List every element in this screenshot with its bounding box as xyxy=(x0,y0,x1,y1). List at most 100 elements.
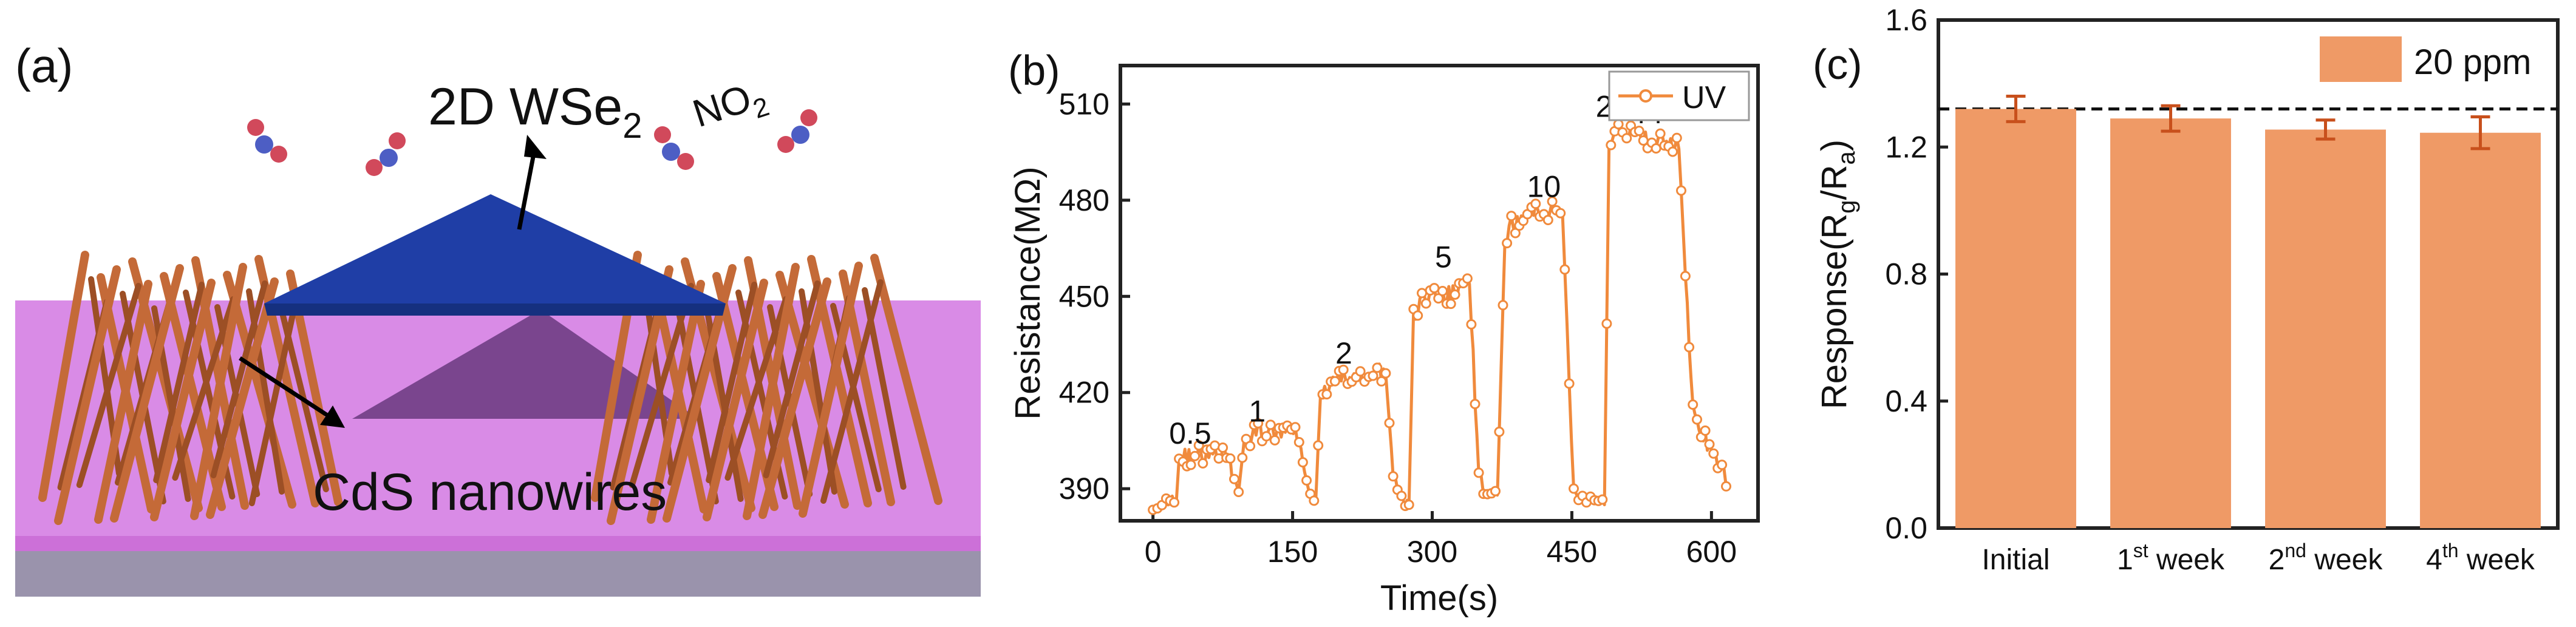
data-point xyxy=(1265,419,1276,430)
nanowire-right-wire xyxy=(870,254,942,505)
data-point xyxy=(1237,452,1248,463)
data-point xyxy=(1290,422,1301,433)
data-point xyxy=(1684,342,1695,353)
data-point xyxy=(1502,238,1513,249)
bar-4th-week xyxy=(2420,132,2541,529)
data-point xyxy=(1717,459,1728,470)
concentration-annotation: 5 xyxy=(1435,240,1452,274)
nitrogen-atom xyxy=(791,126,809,144)
nanowire-right-wire xyxy=(706,282,757,483)
data-point xyxy=(1721,481,1731,492)
concentration-annotation: 10 xyxy=(1527,170,1561,204)
panel-c-bars xyxy=(1955,95,2541,529)
no2-molecule xyxy=(777,109,817,153)
data-point xyxy=(1372,362,1383,373)
data-point xyxy=(1245,441,1256,452)
nanowire-right-wire xyxy=(724,296,789,481)
data-point xyxy=(1490,486,1501,497)
data-point xyxy=(1384,418,1395,429)
oxygen-atom xyxy=(654,126,671,143)
wse2-flake-edge xyxy=(264,303,726,316)
nanowire-left-wire xyxy=(153,282,205,483)
substrate-front xyxy=(15,534,981,551)
no2-molecule xyxy=(654,126,694,170)
cds-label: CdS nanowires xyxy=(313,463,667,521)
panel-b-plot-frame xyxy=(1119,64,1760,523)
nanowires-right xyxy=(591,251,942,525)
data-point xyxy=(1313,440,1324,451)
panel-c-ticks: 0.0 0.4 0.8 1.2 1.6 xyxy=(1885,3,2482,545)
data-point xyxy=(1225,453,1236,464)
panel-c-legend: 20 ppm xyxy=(2320,36,2531,82)
data-point xyxy=(1676,185,1686,196)
x-category-label: 2nd week xyxy=(2269,540,2383,576)
y-tick-label: 510 xyxy=(1059,87,1109,121)
data-point xyxy=(1190,450,1201,461)
x-tick-label: 150 xyxy=(1267,535,1318,569)
nanowire-right-wire xyxy=(712,272,779,511)
nanowire-right-wire xyxy=(743,263,800,520)
data-point xyxy=(1559,264,1570,275)
data-point xyxy=(1634,126,1644,137)
data-point xyxy=(1601,318,1612,329)
data-point xyxy=(1293,437,1304,447)
panel-c-xlabels: Initial 1st week 2nd week 4th week xyxy=(1981,540,2535,576)
data-point xyxy=(1708,448,1719,459)
data-point xyxy=(1309,495,1320,506)
data-point xyxy=(1704,439,1715,450)
x-category-label: 1st week xyxy=(2117,540,2225,576)
data-point xyxy=(1420,298,1431,309)
data-point xyxy=(1185,459,1196,470)
cds-arrowhead xyxy=(320,405,345,428)
nanowire-left-wire xyxy=(206,277,279,519)
data-point xyxy=(1193,440,1204,451)
bar-2nd-week xyxy=(2265,129,2386,528)
data-point xyxy=(1403,500,1414,510)
nanowire-left-wire xyxy=(76,283,141,488)
data-point xyxy=(1651,143,1661,154)
panel-b-annotations: 0.51251020 ppm xyxy=(1169,90,1697,451)
oxygen-atom xyxy=(270,146,287,163)
data-point xyxy=(1355,366,1366,377)
data-point xyxy=(1329,376,1340,387)
panel-b-ylabel: Resistance(MΩ) xyxy=(1008,166,1048,419)
nanowire-right-wire xyxy=(820,279,884,504)
data-point xyxy=(1429,283,1440,294)
bar-1st-week xyxy=(2110,118,2231,528)
data-point xyxy=(1555,208,1566,219)
panel-a-schematic: (a) 2D WSe2 NO2 CdS nanowires xyxy=(15,39,981,597)
no2-molecule xyxy=(247,119,287,163)
panel-c-chart: (c) 0.0 0.4 0.8 1.2 1.6 Initial 1st week 2nd w… xyxy=(1813,3,2560,576)
panel-b-xlabel: Time(s) xyxy=(1380,578,1498,618)
panel-b-label: (b) xyxy=(1008,47,1060,94)
y-tick-label: 1.6 xyxy=(1885,3,1927,37)
data-point xyxy=(1380,368,1391,379)
series-uv-line xyxy=(1151,123,1730,511)
nanowire-left-wire xyxy=(190,263,247,520)
nanowire-left-wire xyxy=(172,296,236,481)
nanowire-right-wire xyxy=(799,262,863,518)
no2-label: NO2 xyxy=(687,72,773,143)
data-point xyxy=(1466,319,1477,330)
nitrogen-atom xyxy=(380,149,398,167)
data-point xyxy=(1321,389,1332,400)
nanowire-right-wire xyxy=(647,280,705,524)
nanowire-left-wire xyxy=(110,264,184,523)
data-point xyxy=(1542,215,1553,225)
wse2-arrow xyxy=(517,150,537,230)
concentration-annotation: 0.5 xyxy=(1169,416,1211,450)
data-point xyxy=(1253,418,1264,429)
data-point xyxy=(1433,293,1444,304)
data-point xyxy=(1692,414,1702,425)
data-point xyxy=(1412,310,1423,321)
data-point xyxy=(1376,376,1387,387)
nanowires-left xyxy=(38,251,342,525)
nanowire-left-wire xyxy=(214,304,261,497)
panel-c-ylabel: Response(Rg/Ra) xyxy=(1814,140,1860,409)
x-tick-label: 600 xyxy=(1686,535,1737,569)
data-point xyxy=(1498,300,1508,311)
data-point xyxy=(1668,146,1678,157)
